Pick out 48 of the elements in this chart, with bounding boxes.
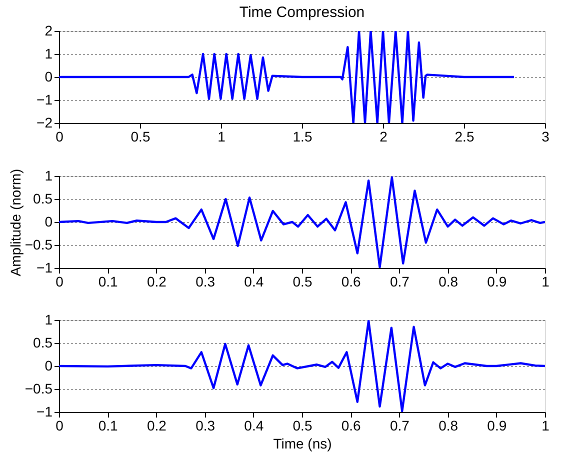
y-tick-label: −1	[36, 92, 53, 108]
y-tick-label: 0.5	[33, 334, 53, 350]
x-tick-label: 0.7	[390, 418, 410, 434]
x-tick-label: 0.5	[130, 128, 150, 144]
y-tick-label: 0.5	[33, 190, 53, 206]
x-tick-label: 0	[56, 128, 64, 144]
x-tick-label: 1	[542, 418, 550, 434]
x-tick-label: 0.6	[341, 274, 362, 290]
x-tick-label: 0.4	[244, 274, 264, 290]
y-tick-label: −1	[36, 404, 53, 420]
y-tick-label: 0	[44, 68, 53, 84]
x-tick-label: 0.8	[438, 418, 458, 434]
x-tick-label: 1.5	[292, 128, 312, 144]
x-tick-label: 1	[218, 128, 226, 144]
x-tick-label: 0.9	[487, 274, 507, 290]
x-tick-label: 0.6	[341, 418, 362, 434]
y-tick-label: 1	[44, 312, 53, 328]
y-tick-label: 0	[44, 358, 53, 374]
x-tick-label: 3	[542, 128, 550, 144]
x-tick-label: 0.7	[390, 274, 410, 290]
y-tick-label: 0	[44, 214, 53, 230]
x-tick-label: 0.2	[146, 418, 167, 434]
x-tick-label: 0.9	[487, 418, 507, 434]
y-tick-label: −2	[36, 114, 53, 130]
y-tick-label: 2	[44, 22, 53, 38]
chart-title: Time Compression	[239, 4, 365, 21]
x-tick-label: 0	[56, 274, 64, 290]
x-tick-label: 0.1	[98, 274, 118, 290]
x-tick-label: 2	[380, 128, 388, 144]
y-tick-label: −0.5	[24, 380, 53, 396]
x-tick-label: 0.5	[292, 274, 312, 290]
x-tick-label: 0.3	[196, 274, 216, 290]
x-axis-title: Time (ns)	[273, 436, 332, 452]
x-tick-label: 0	[56, 418, 64, 434]
y-axis-title: Amplitude (norm)	[8, 168, 24, 276]
x-tick-label: 0.5	[292, 418, 312, 434]
y-tick-label: 1	[44, 46, 53, 62]
x-tick-label: 0.1	[98, 418, 118, 434]
x-tick-label: 0.2	[146, 274, 167, 290]
x-tick-label: 1	[542, 274, 550, 290]
x-tick-label: 2.5	[454, 128, 474, 144]
x-tick-label: 0.8	[438, 274, 458, 290]
line-series	[59, 31, 516, 123]
y-tick-label: 1	[44, 168, 53, 184]
x-tick-label: 0.4	[244, 418, 264, 434]
y-tick-label: −0.5	[24, 236, 53, 252]
x-tick-label: 0.3	[196, 418, 216, 434]
y-tick-label: −1	[36, 260, 53, 276]
